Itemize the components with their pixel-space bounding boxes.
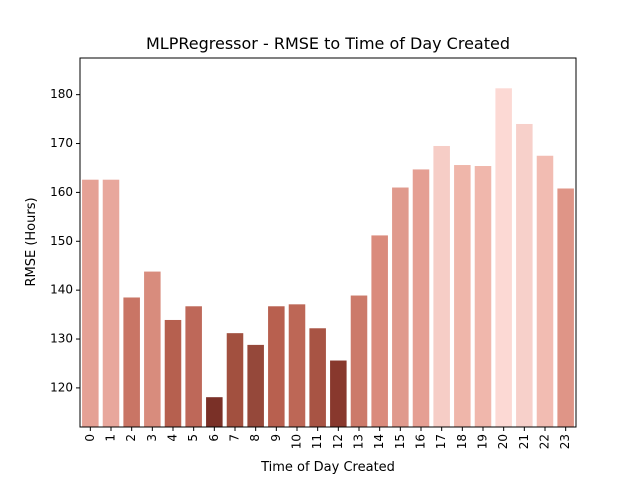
bar-hour-13 <box>350 295 368 427</box>
bar-hour-6 <box>206 397 223 427</box>
bar-hour-23 <box>557 188 574 427</box>
y-tick-label: 160 <box>50 185 73 199</box>
bar-hour-20 <box>495 88 512 428</box>
x-tick-label: 7 <box>228 434 242 442</box>
x-tick-label: 13 <box>352 434 366 449</box>
x-tick-label: 8 <box>248 434 262 442</box>
x-tick-label: 21 <box>517 434 531 449</box>
y-tick-label: 170 <box>50 136 73 150</box>
x-tick-label: 3 <box>145 434 159 442</box>
x-tick-label: 6 <box>207 434 221 442</box>
y-tick-label: 120 <box>50 380 73 394</box>
x-tick-label: 12 <box>331 434 345 449</box>
y-tick-label: 140 <box>50 283 73 297</box>
x-axis-label: Time of Day Created <box>260 460 395 475</box>
bar-hour-7 <box>226 333 244 427</box>
x-tick-label: 5 <box>186 434 200 442</box>
x-tick-label: 16 <box>414 434 428 449</box>
x-tick-label: 23 <box>558 434 572 449</box>
y-tick-label: 150 <box>50 234 73 248</box>
x-tick-label: 0 <box>83 434 97 442</box>
bar-hour-8 <box>247 344 264 427</box>
bar-hour-9 <box>268 306 285 427</box>
x-tick-label: 18 <box>455 434 469 449</box>
bar-hour-15 <box>392 187 409 427</box>
bar-hour-12 <box>330 360 347 427</box>
bar-hour-5 <box>185 306 202 427</box>
bar-hour-22 <box>536 155 554 427</box>
x-tick-label: 11 <box>310 434 324 449</box>
y-axis-label: RMSE (Hours) <box>24 197 39 286</box>
x-tick-label: 1 <box>104 434 118 442</box>
x-tick-label: 10 <box>290 434 304 449</box>
bar-hour-4 <box>164 319 182 427</box>
x-tick-label: 14 <box>372 434 386 449</box>
bar-hour-11 <box>309 328 326 427</box>
x-tick-label: 4 <box>166 434 180 442</box>
bar-hour-19 <box>474 166 492 427</box>
x-tick-label: 15 <box>393 434 407 449</box>
y-axis: 120 130 140 150 160 170 180 <box>50 87 80 394</box>
bar-hour-21 <box>516 123 533 427</box>
bar-hour-3 <box>144 271 161 427</box>
x-tick-label: 19 <box>476 434 490 449</box>
bar-hour-16 <box>412 169 430 427</box>
x-tick-label: 20 <box>496 434 510 449</box>
bar-hour-10 <box>288 304 306 427</box>
x-tick-label: 17 <box>434 434 448 449</box>
plot-frame <box>79 57 577 428</box>
bars-group <box>82 88 574 428</box>
bar-hour-17 <box>433 145 450 427</box>
bar-hour-14 <box>371 235 388 427</box>
chart-title: MLPRegressor - RMSE to Time of Day Creat… <box>146 34 510 53</box>
y-tick-label: 130 <box>50 332 73 346</box>
x-axis: 0 1 2 3 4 5 6 7 8 9 10 11 12 13 14 15 16 17 18 19 20 21 22 23 <box>83 427 572 449</box>
bar-hour-0 <box>82 179 99 427</box>
y-tick-label: 180 <box>50 87 73 101</box>
bar-hour-18 <box>454 165 471 427</box>
x-tick-label: 22 <box>538 434 552 449</box>
x-tick-label: 2 <box>124 434 138 442</box>
bar-hour-2 <box>123 297 140 427</box>
x-tick-label: 9 <box>269 434 283 442</box>
bar-hour-1 <box>102 179 120 427</box>
